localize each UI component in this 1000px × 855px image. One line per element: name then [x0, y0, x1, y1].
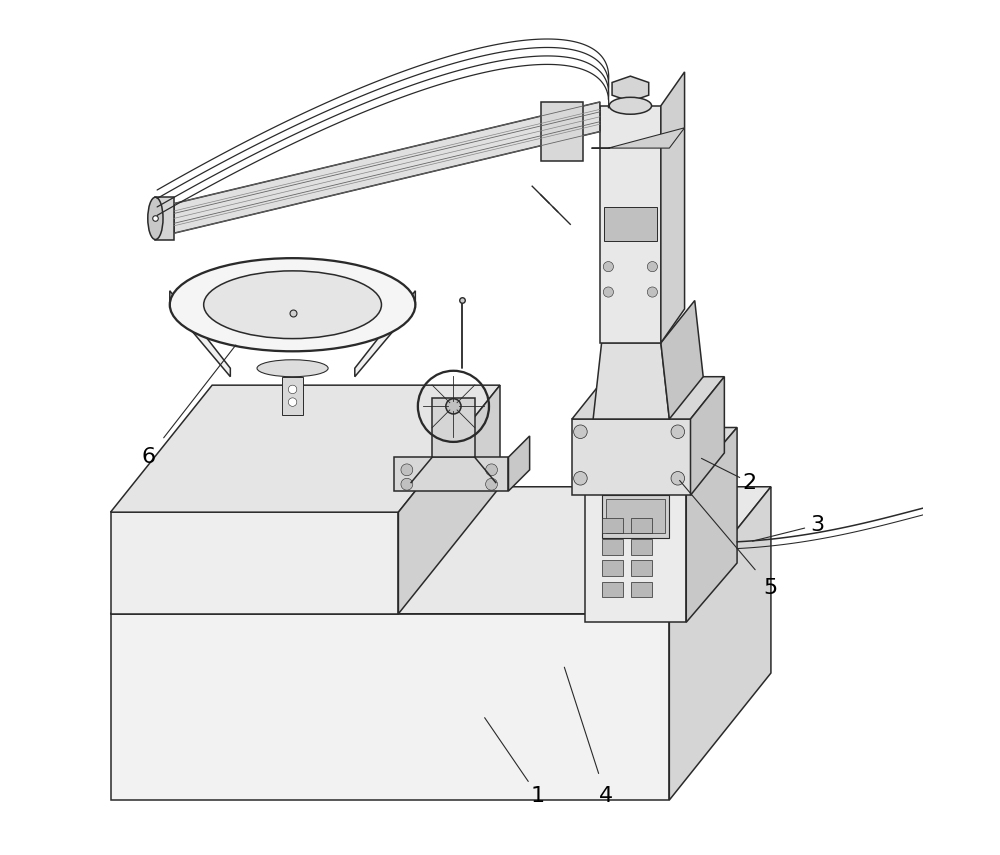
Ellipse shape	[148, 198, 163, 239]
Circle shape	[288, 385, 297, 393]
Circle shape	[288, 398, 297, 406]
Bar	[282, 377, 303, 415]
Text: 1: 1	[531, 786, 545, 805]
Text: 4: 4	[599, 786, 613, 805]
Polygon shape	[686, 428, 737, 622]
Circle shape	[603, 287, 613, 298]
Bar	[602, 518, 623, 534]
Polygon shape	[585, 486, 686, 622]
Polygon shape	[612, 76, 649, 102]
Polygon shape	[111, 614, 669, 800]
Bar	[631, 518, 652, 534]
Bar	[602, 581, 623, 597]
Polygon shape	[170, 291, 230, 377]
Polygon shape	[572, 419, 690, 495]
Bar	[631, 540, 652, 555]
Ellipse shape	[170, 258, 415, 351]
Polygon shape	[394, 457, 508, 491]
Ellipse shape	[257, 360, 328, 377]
Text: 6: 6	[142, 447, 156, 467]
Polygon shape	[174, 102, 600, 233]
Circle shape	[603, 262, 613, 272]
Polygon shape	[155, 198, 174, 239]
Bar	[602, 560, 623, 575]
Bar	[602, 495, 669, 538]
Polygon shape	[600, 106, 661, 343]
Text: 3: 3	[810, 515, 825, 535]
Text: 2: 2	[743, 473, 757, 492]
Polygon shape	[593, 343, 669, 419]
Polygon shape	[669, 486, 771, 800]
Polygon shape	[432, 398, 475, 457]
Circle shape	[401, 478, 413, 490]
Polygon shape	[111, 385, 500, 512]
Polygon shape	[661, 300, 703, 419]
Circle shape	[486, 478, 497, 490]
Circle shape	[647, 262, 657, 272]
Bar	[631, 560, 652, 575]
Polygon shape	[508, 436, 530, 491]
Polygon shape	[690, 377, 724, 495]
Polygon shape	[111, 512, 398, 614]
Bar	[602, 540, 623, 555]
Polygon shape	[355, 291, 415, 377]
Circle shape	[574, 425, 587, 439]
Polygon shape	[111, 486, 771, 614]
Text: 5: 5	[764, 578, 778, 598]
Circle shape	[401, 464, 413, 475]
Ellipse shape	[446, 398, 461, 414]
Bar	[604, 208, 657, 241]
Bar	[631, 581, 652, 597]
Polygon shape	[585, 428, 737, 486]
Polygon shape	[398, 385, 500, 614]
Circle shape	[647, 287, 657, 298]
Bar	[606, 499, 665, 534]
Polygon shape	[591, 127, 685, 148]
Ellipse shape	[609, 97, 652, 115]
Circle shape	[486, 464, 497, 475]
Polygon shape	[661, 72, 685, 343]
Polygon shape	[541, 102, 583, 161]
Circle shape	[574, 471, 587, 485]
Ellipse shape	[204, 271, 381, 339]
Circle shape	[671, 471, 685, 485]
Polygon shape	[572, 377, 724, 419]
Circle shape	[671, 425, 685, 439]
